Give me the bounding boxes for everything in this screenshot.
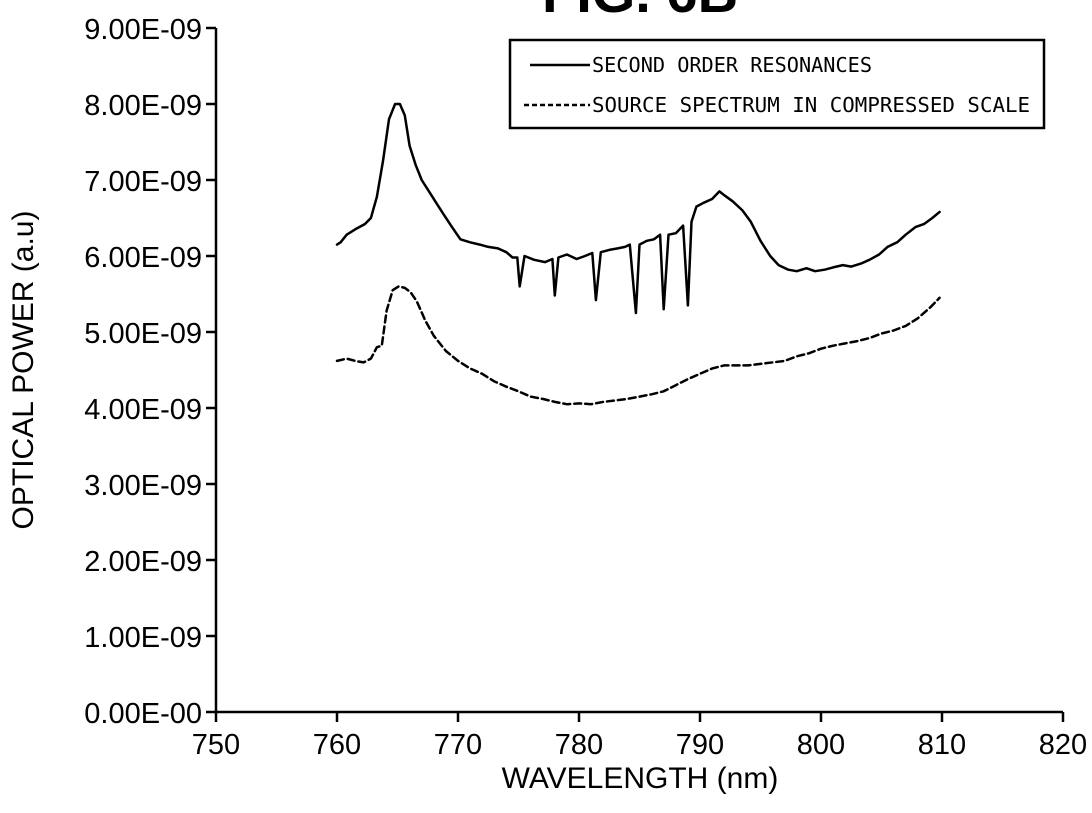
x-tick-label: 760 xyxy=(313,729,361,761)
legend: SECOND ORDER RESONANCES SOURCE SPECTRUM … xyxy=(508,38,1046,130)
y-tick-label: 9.00E-09 xyxy=(84,14,202,46)
y-tick-label: 3.00E-09 xyxy=(84,470,202,502)
x-tick-label: 750 xyxy=(192,729,240,761)
series-line-second-order-resonances xyxy=(335,102,941,315)
legend-box xyxy=(508,38,1046,130)
figure-label: FIG. 6B xyxy=(542,0,738,24)
x-ticks: 750 760 770 780 790 800 810 820 xyxy=(192,712,1087,761)
x-tick-label: 780 xyxy=(555,729,603,761)
y-tick-label: 0.00E-00 xyxy=(84,698,202,730)
y-tick-label: 2.00E-09 xyxy=(84,546,202,578)
x-tick-label: 800 xyxy=(797,729,845,761)
y-tick-label: 8.00E-09 xyxy=(84,90,202,122)
y-tick-label: 1.00E-09 xyxy=(84,622,202,654)
y-tick-label: 7.00E-09 xyxy=(84,166,202,198)
y-axis-label: OPTICAL POWER (a.u) xyxy=(7,211,40,530)
series-group xyxy=(335,102,941,406)
x-tick-label: 820 xyxy=(1039,729,1087,761)
x-tick-label: 770 xyxy=(434,729,482,761)
x-tick-label: 810 xyxy=(918,729,966,761)
y-tick-label: 4.00E-09 xyxy=(84,394,202,426)
y-tick-label: 6.00E-09 xyxy=(84,242,202,274)
y-tick-label: 5.00E-09 xyxy=(84,318,202,350)
series-line-source-spectrum xyxy=(335,285,941,406)
legend-label-second-order: SECOND ORDER RESONANCES xyxy=(592,53,872,77)
legend-label-source-spectrum: SOURCE SPECTRUM IN COMPRESSED SCALE xyxy=(592,93,1030,117)
x-tick-label: 790 xyxy=(676,729,724,761)
x-axis-label: WAVELENGTH (nm) xyxy=(502,762,779,795)
y-ticks: 0.00E-00 1.00E-09 2.00E-09 3.00E-09 4.00E-09… xyxy=(84,14,216,730)
